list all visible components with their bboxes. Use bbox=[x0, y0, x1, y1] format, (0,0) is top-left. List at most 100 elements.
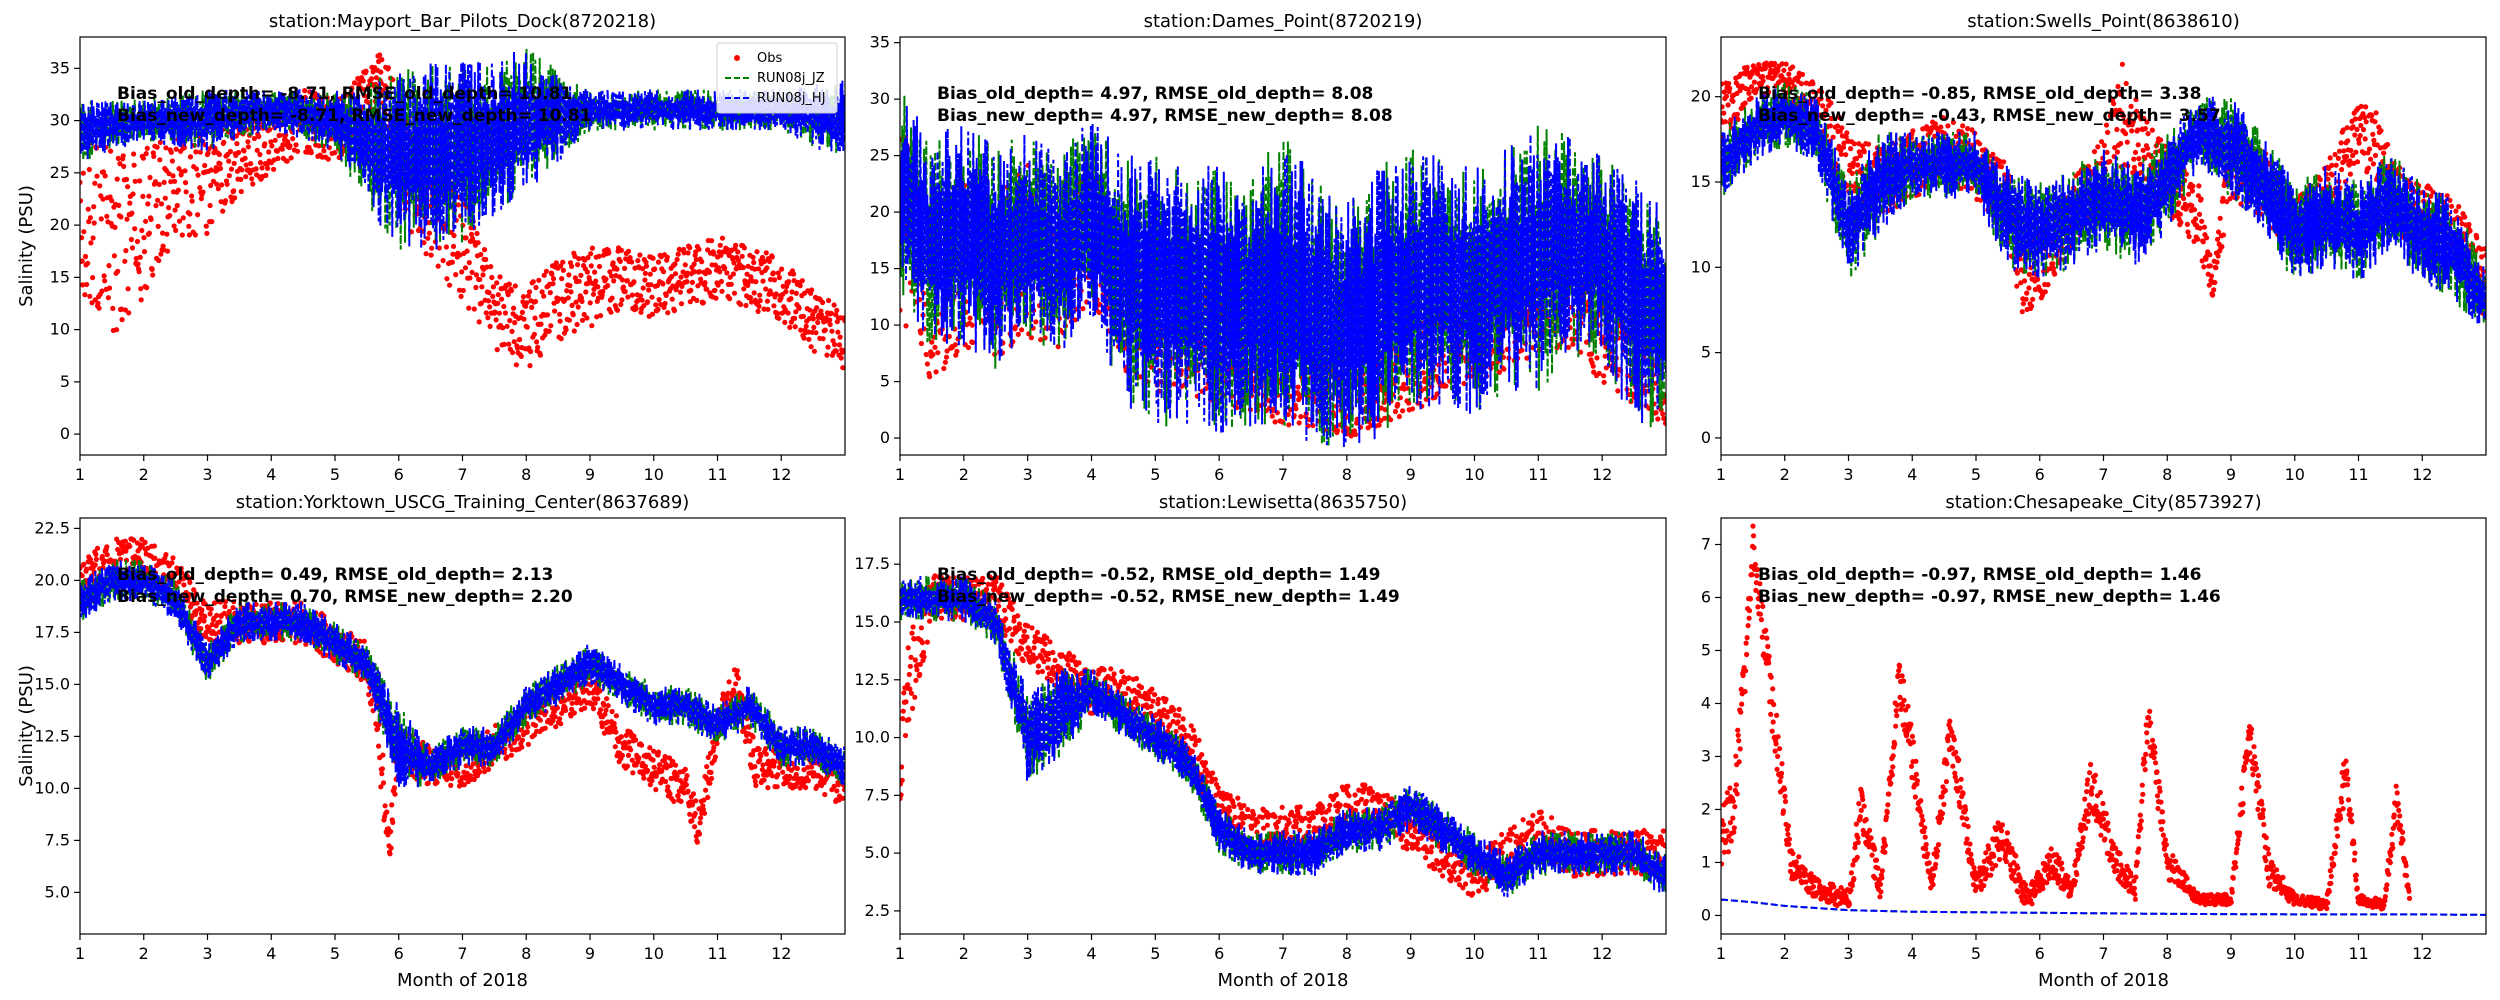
obs-point bbox=[649, 294, 655, 300]
obs-point bbox=[553, 260, 559, 266]
obs-point bbox=[121, 163, 127, 169]
stats-annotation: Bias_new_depth= -0.43, RMSE_new_depth= 3… bbox=[1758, 106, 2221, 126]
obs-point bbox=[389, 802, 395, 808]
obs-point bbox=[105, 295, 111, 301]
obs-point bbox=[640, 285, 646, 291]
obs-point bbox=[360, 78, 366, 84]
obs-point bbox=[467, 275, 473, 281]
obs-point bbox=[620, 284, 627, 290]
obs-point bbox=[85, 260, 91, 266]
obs-point bbox=[509, 328, 515, 334]
obs-point bbox=[820, 336, 826, 342]
obs-point bbox=[2352, 132, 2358, 138]
series-obs-dots bbox=[80, 52, 845, 371]
obs-point bbox=[1594, 355, 1600, 361]
obs-point bbox=[761, 306, 767, 312]
y-tick-label: 10 bbox=[1691, 257, 1711, 276]
obs-point bbox=[1748, 95, 1754, 101]
obs-point bbox=[789, 289, 795, 295]
obs-point bbox=[838, 355, 844, 361]
obs-point bbox=[390, 819, 396, 826]
y-tick-label: 20 bbox=[870, 202, 890, 221]
obs-point bbox=[93, 556, 99, 563]
obs-point bbox=[2449, 203, 2455, 209]
obs-point bbox=[524, 300, 530, 306]
obs-point bbox=[388, 845, 394, 851]
obs-point bbox=[293, 142, 299, 148]
obs-point bbox=[1749, 84, 1755, 90]
obs-point bbox=[692, 269, 698, 275]
obs-point bbox=[674, 256, 680, 263]
obs-point bbox=[731, 260, 737, 266]
obs-point bbox=[428, 252, 434, 258]
obs-point bbox=[209, 219, 215, 225]
obs-point bbox=[280, 142, 286, 148]
obs-point bbox=[533, 284, 539, 291]
obs-point bbox=[104, 213, 110, 219]
obs-point bbox=[96, 305, 102, 311]
obs-point bbox=[2050, 261, 2056, 267]
obs-point bbox=[137, 254, 143, 260]
obs-point bbox=[89, 300, 95, 306]
obs-point bbox=[2149, 127, 2155, 133]
obs-point bbox=[242, 155, 248, 161]
obs-point bbox=[544, 312, 551, 318]
obs-point bbox=[474, 230, 480, 237]
obs-point bbox=[458, 293, 464, 299]
obs-point bbox=[748, 274, 754, 280]
obs-point bbox=[625, 248, 632, 254]
obs-point bbox=[579, 317, 586, 323]
obs-point bbox=[796, 305, 802, 311]
obs-point bbox=[1601, 379, 1607, 385]
obs-point bbox=[86, 219, 92, 225]
obs-point bbox=[450, 243, 457, 249]
obs-point bbox=[449, 259, 455, 265]
obs-point bbox=[763, 250, 769, 256]
obs-point bbox=[806, 316, 813, 322]
obs-point bbox=[284, 158, 290, 164]
obs-point bbox=[702, 280, 708, 286]
obs-point bbox=[935, 350, 941, 356]
obs-point bbox=[193, 149, 199, 155]
obs-point bbox=[622, 288, 628, 295]
obs-point bbox=[1388, 417, 1394, 423]
obs-point bbox=[426, 219, 432, 226]
obs-point bbox=[779, 266, 785, 272]
obs-point bbox=[2317, 177, 2323, 183]
legend-box bbox=[716, 42, 838, 114]
obs-point bbox=[118, 214, 124, 220]
obs-point bbox=[769, 254, 775, 260]
obs-point bbox=[822, 327, 828, 333]
obs-point bbox=[588, 263, 594, 269]
obs-point bbox=[80, 282, 86, 288]
obs-point bbox=[473, 272, 479, 278]
obs-point bbox=[192, 232, 198, 238]
obs-point bbox=[768, 291, 774, 297]
obs-point bbox=[144, 285, 150, 291]
obs-point bbox=[2335, 155, 2341, 161]
obs-point bbox=[576, 278, 582, 284]
obs-point bbox=[1272, 419, 1278, 425]
obs-point bbox=[576, 256, 582, 262]
obs-point bbox=[126, 310, 132, 316]
x-tick-label: 10 bbox=[2285, 465, 2305, 484]
obs-point bbox=[730, 271, 737, 277]
obs-point bbox=[151, 153, 157, 159]
y-tick-label: 0 bbox=[880, 428, 890, 447]
obs-point bbox=[719, 288, 725, 294]
obs-point bbox=[208, 167, 214, 173]
obs-point bbox=[573, 299, 579, 305]
chart-title: station:Mayport_Bar_Pilots_Dock(8720218) bbox=[269, 11, 656, 32]
obs-point bbox=[1352, 431, 1359, 438]
obs-point bbox=[507, 318, 513, 324]
obs-point bbox=[791, 278, 797, 284]
obs-point bbox=[1721, 104, 1725, 110]
obs-point bbox=[423, 251, 429, 257]
obs-point bbox=[208, 606, 214, 612]
obs-point bbox=[532, 315, 538, 321]
obs-point bbox=[1760, 73, 1766, 80]
obs-point bbox=[2145, 131, 2151, 137]
obs-point bbox=[943, 354, 950, 360]
y-tick-label: 15 bbox=[870, 259, 890, 278]
obs-point bbox=[495, 292, 501, 298]
